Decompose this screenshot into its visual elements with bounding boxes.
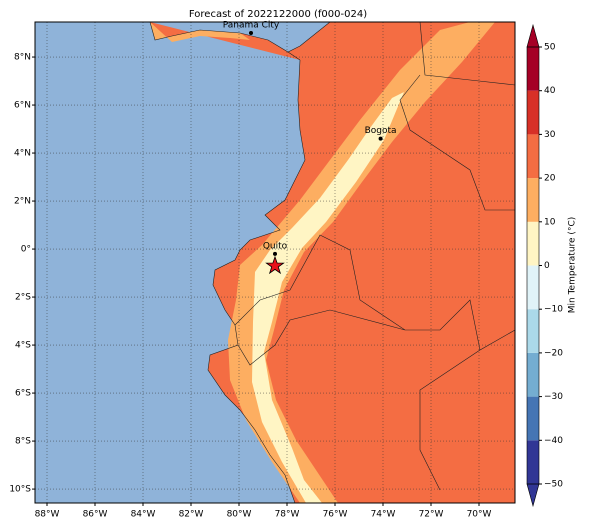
x-tick-label: 80°W bbox=[227, 510, 252, 520]
colorbar-segment bbox=[527, 309, 539, 353]
x-tick-label: 82°W bbox=[179, 510, 204, 520]
map-area bbox=[35, 22, 515, 503]
colorbar-tick-label: −40 bbox=[544, 436, 563, 446]
x-tick-label: 86°W bbox=[83, 510, 108, 520]
y-tick-label: 8°N bbox=[14, 53, 31, 63]
city-label: Panama City bbox=[223, 21, 280, 31]
colorbar-segment bbox=[527, 396, 539, 441]
ocean-cool bbox=[150, 22, 250, 42]
colorbar-segment bbox=[527, 440, 539, 484]
colorbar-tick-label: −50 bbox=[544, 480, 563, 490]
colorbar-label: Min Temperature (°C) bbox=[568, 217, 578, 314]
colorbar-tick-label: 20 bbox=[544, 174, 556, 184]
x-tick-label: 84°W bbox=[131, 510, 156, 520]
colorbar-tick-label: −20 bbox=[544, 348, 563, 358]
city-label: Bogota bbox=[365, 126, 397, 136]
y-tick-label: 4°N bbox=[14, 149, 31, 159]
city-dot bbox=[249, 31, 253, 36]
x-tick-label: 74°W bbox=[371, 510, 396, 520]
x-tick-label: 70°W bbox=[467, 510, 492, 520]
colorbar-segment bbox=[527, 90, 539, 135]
x-tick-label: 72°W bbox=[419, 510, 444, 520]
y-tick-label: 6°N bbox=[14, 101, 31, 111]
colorbar-tick-label: 50 bbox=[544, 43, 556, 53]
colorbar-segment bbox=[527, 178, 539, 222]
y-tick-label: 4°S bbox=[15, 341, 31, 351]
colorbar-tick-label: −30 bbox=[544, 392, 563, 402]
colorbar-segment bbox=[527, 47, 539, 91]
colorbar-tick-label: 0 bbox=[544, 261, 550, 271]
map-frame bbox=[34, 21, 516, 504]
colorbar-extend-top bbox=[526, 23, 540, 48]
y-tick-label: 10°S bbox=[9, 485, 31, 495]
map-title: Forecast of 2022122000 (f000-024) bbox=[189, 9, 367, 20]
y-tick-label: 8°S bbox=[15, 437, 31, 447]
colorbar-segment bbox=[527, 352, 539, 397]
colorbar-tick-label: 10 bbox=[544, 217, 556, 227]
coastline bbox=[149, 22, 331, 503]
y-tick-label: 2°N bbox=[14, 197, 31, 207]
x-tick-label: 88°W bbox=[35, 510, 60, 520]
country-borders bbox=[234, 22, 515, 491]
colorbar-tick-label: −10 bbox=[544, 305, 563, 315]
colorbar-segment bbox=[527, 221, 539, 266]
y-tick-label: 6°S bbox=[15, 389, 31, 399]
grid bbox=[35, 22, 515, 503]
city-label: Quito bbox=[263, 241, 288, 251]
x-tick-label: 78°W bbox=[275, 510, 300, 520]
y-tick-label: 2°S bbox=[15, 293, 31, 303]
city-dot bbox=[273, 251, 277, 256]
y-tick-label: 0° bbox=[21, 245, 31, 255]
colorbar-segment bbox=[527, 134, 539, 179]
colorbar-tick-label: 30 bbox=[544, 130, 556, 140]
x-tick-label: 76°W bbox=[323, 510, 348, 520]
star-marker bbox=[265, 255, 285, 275]
colorbar-tick-label: 40 bbox=[544, 86, 556, 96]
colorbar-segment bbox=[527, 265, 539, 310]
city-dot bbox=[378, 136, 383, 141]
colorbar-extend-bottom bbox=[526, 483, 540, 508]
